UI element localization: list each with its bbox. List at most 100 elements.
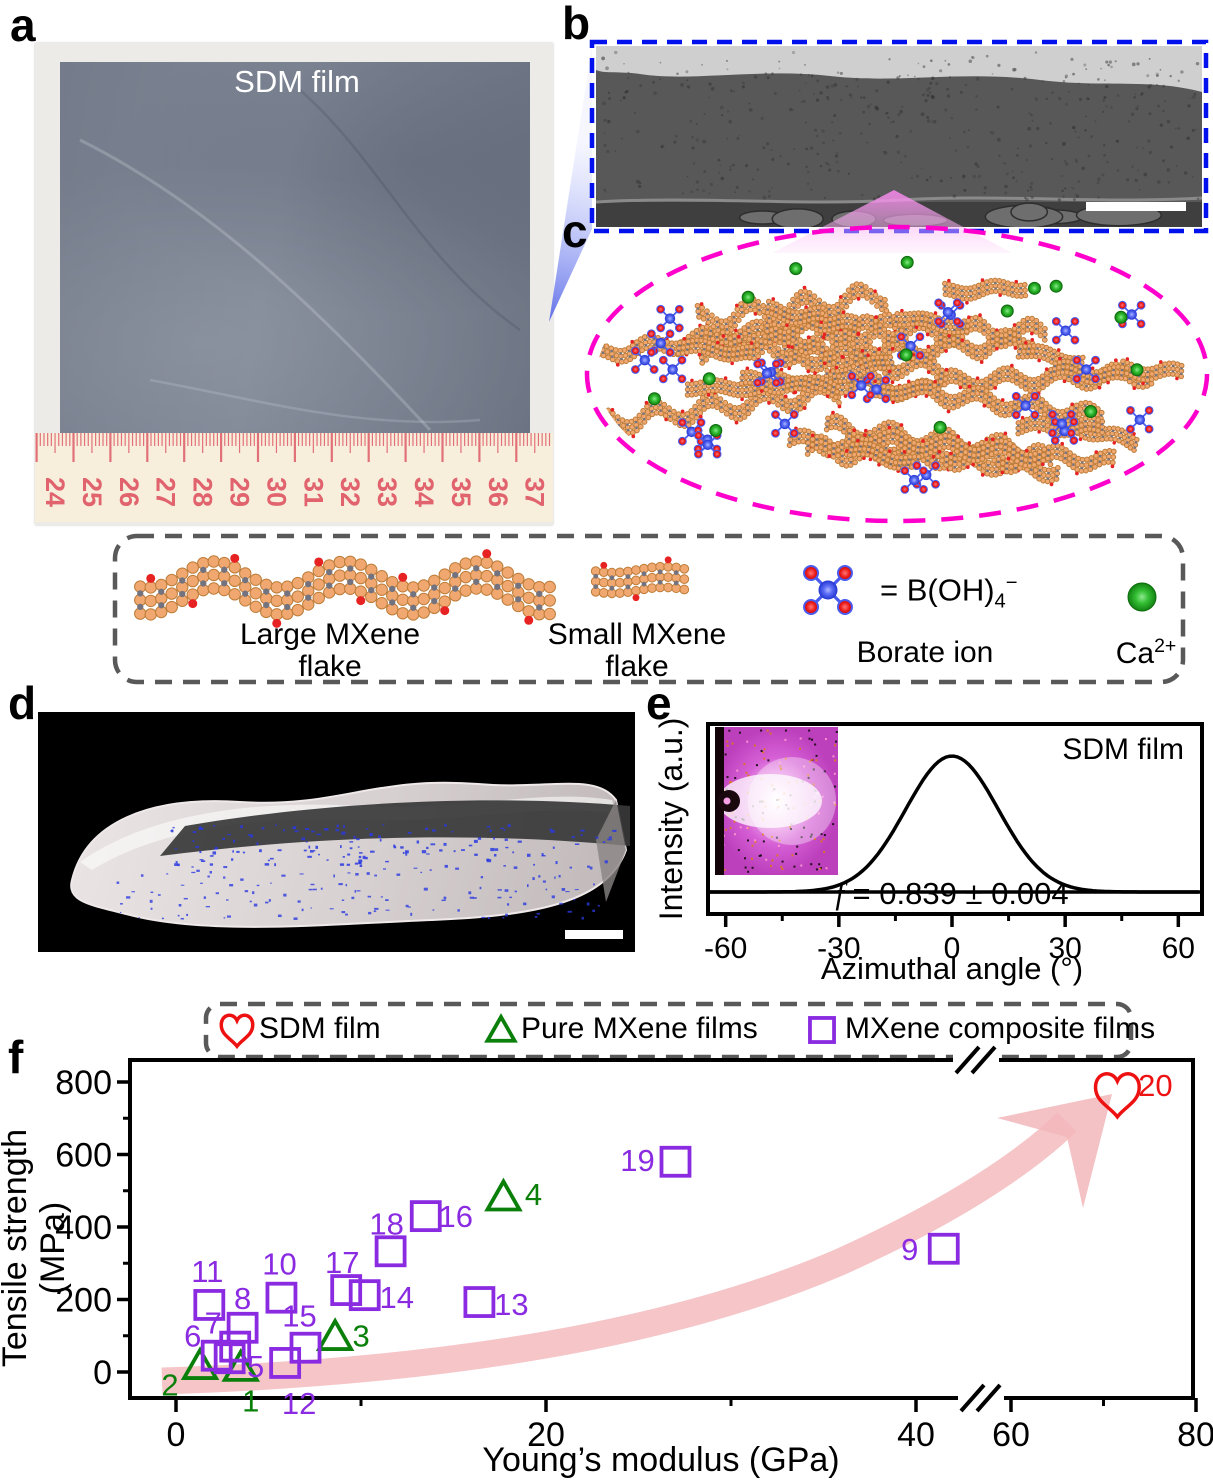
scatter-point-square <box>200 1339 233 1372</box>
calcium-ion-icon <box>1114 310 1128 324</box>
calcium-ion-icon <box>1130 363 1144 377</box>
tomo-scale-bar <box>565 930 623 939</box>
ruler-number: 31 <box>298 477 328 507</box>
e-xaxis-label: Azimuthal angle (°) <box>820 951 1084 986</box>
scatter-point-number: 13 <box>494 1287 528 1322</box>
scatter-point-number: 11 <box>191 1254 223 1289</box>
small-mxene-flake-icon <box>590 556 690 602</box>
film-wrinkles <box>79 89 521 432</box>
f-xtick-label: 60 <box>992 1416 1030 1454</box>
scatter-point-triangle <box>484 1177 523 1212</box>
trend-arrow-shaft <box>161 1112 1077 1395</box>
e-annotation: f = 0.839 ± 0.004 <box>802 876 1102 912</box>
scatter-point-triangle <box>180 1346 220 1380</box>
calcium-ion-icon <box>1000 304 1014 318</box>
f-xaxis-label: Young’s modulus (GPa) <box>482 1441 840 1479</box>
borate-formula: = B(OH)4− <box>880 572 1018 613</box>
borate-ion-icon <box>847 371 875 400</box>
large-flake-label-line2: flake <box>298 650 362 683</box>
scatter-point-number: 7 <box>205 1306 222 1341</box>
tomography-image <box>38 712 635 952</box>
calcium-ion-icon <box>1084 405 1098 419</box>
calcium-ion-icon <box>789 262 803 276</box>
calcium-ion-icon <box>899 348 913 362</box>
calcium-ion-icon <box>933 420 947 434</box>
scatter-point-square <box>265 1281 298 1314</box>
ruler-number: 30 <box>261 477 291 507</box>
scatter-point-number: 18 <box>369 1206 403 1241</box>
ruler-number: 33 <box>372 477 402 507</box>
large-mxene-flake-icon <box>134 549 556 628</box>
panel-letter-d: d <box>8 677 37 729</box>
f-ytick-label: 600 <box>55 1137 112 1175</box>
borate-ion-icon <box>1051 316 1080 345</box>
flake-schematic <box>597 255 1185 494</box>
waxs-inset <box>715 727 838 875</box>
scatter-point-square <box>659 1145 692 1178</box>
f-yaxis-label: Tensile strength (MPa) <box>0 1129 72 1368</box>
scatter-point-square <box>409 1200 442 1233</box>
calcium-label-sup: 2+ <box>1154 635 1177 657</box>
zoom-beam-b-to-c <box>772 190 1012 253</box>
scatter-point-number: 19 <box>620 1143 654 1178</box>
ruler-number: 32 <box>335 477 365 507</box>
scatter-point-number: 6 <box>184 1319 201 1354</box>
borate-ion-icon <box>771 410 799 438</box>
borate-formula-sup: − <box>1005 572 1018 594</box>
scatter-point-number: 14 <box>379 1280 413 1315</box>
mxene-flake <box>675 336 754 366</box>
scatter-point-square <box>330 1274 363 1306</box>
borate-ion-icon <box>934 298 962 326</box>
scatter-point-number: 20 <box>1138 1068 1172 1103</box>
ruler-number: 27 <box>151 477 181 507</box>
panel-letter-b: b <box>562 0 591 49</box>
scatter-point-number: 17 <box>325 1245 359 1280</box>
sdm-film-image <box>60 62 530 462</box>
schematic-dashed-ellipse <box>584 224 1210 524</box>
borate-ion-label: Borate ion <box>856 636 994 669</box>
small-flake-label-line1: Small MXene <box>547 618 727 651</box>
scatter-point-number: 10 <box>262 1247 296 1282</box>
borate-ion-icon <box>1072 355 1100 384</box>
mxene-flake <box>684 376 762 402</box>
ruler-number: 29 <box>225 477 255 507</box>
ruler-number: 25 <box>77 477 107 507</box>
calcium-ion-icon <box>647 392 661 406</box>
e-annotation-var: f <box>835 876 844 911</box>
ruler-number: 35 <box>446 477 476 507</box>
scatter-point-number: 3 <box>352 1319 369 1354</box>
e-annotation-rest: = 0.839 ± 0.004 <box>843 876 1069 911</box>
mxene-flake <box>764 297 826 327</box>
mxene-flake <box>942 277 1029 305</box>
scatter-point-number: 12 <box>282 1386 316 1421</box>
scatter-point-number: 9 <box>901 1232 918 1267</box>
scatter-point-square <box>374 1235 407 1268</box>
f-xtick-label: 0 <box>167 1416 186 1454</box>
ruler-ticks: 24 25 26 27 28 29 30 31 32 33 34 35 36 37 <box>35 433 551 507</box>
scatter-point-square <box>463 1286 496 1318</box>
f-ytick-label: 800 <box>55 1064 112 1102</box>
borate-ion-icon <box>1048 410 1076 438</box>
ruler-number: 26 <box>114 477 144 507</box>
large-flake-label-line1: Large MXene <box>239 618 421 651</box>
ruler-number: 34 <box>409 477 439 507</box>
symbol-legend-icons <box>134 549 1157 628</box>
scatter-point-square <box>348 1279 381 1312</box>
e-plot-frame <box>706 722 1204 916</box>
calcium-ion-icon <box>709 423 723 437</box>
calcium-ion-icon <box>1049 279 1063 293</box>
scatter-point-square <box>927 1232 960 1265</box>
f-plot-frame <box>128 1058 1195 1400</box>
calcium-label: Ca2+ <box>1096 635 1196 671</box>
azimuthal-plot: -60 -30 0 30 60 <box>704 722 1204 965</box>
borate-formula-sub: 4 <box>994 590 1006 613</box>
scatter-point-number: 4 <box>525 1177 542 1212</box>
scatter-point-square <box>219 1330 252 1363</box>
borate-ion-icon <box>753 359 781 388</box>
borate-ion-icon <box>658 355 687 384</box>
e-tick-label: -30 <box>817 932 860 965</box>
f-legend-label-pure: Pure MXene films <box>521 1012 758 1045</box>
f-ytick-label: 200 <box>55 1282 112 1320</box>
mxene-flake <box>892 308 972 338</box>
